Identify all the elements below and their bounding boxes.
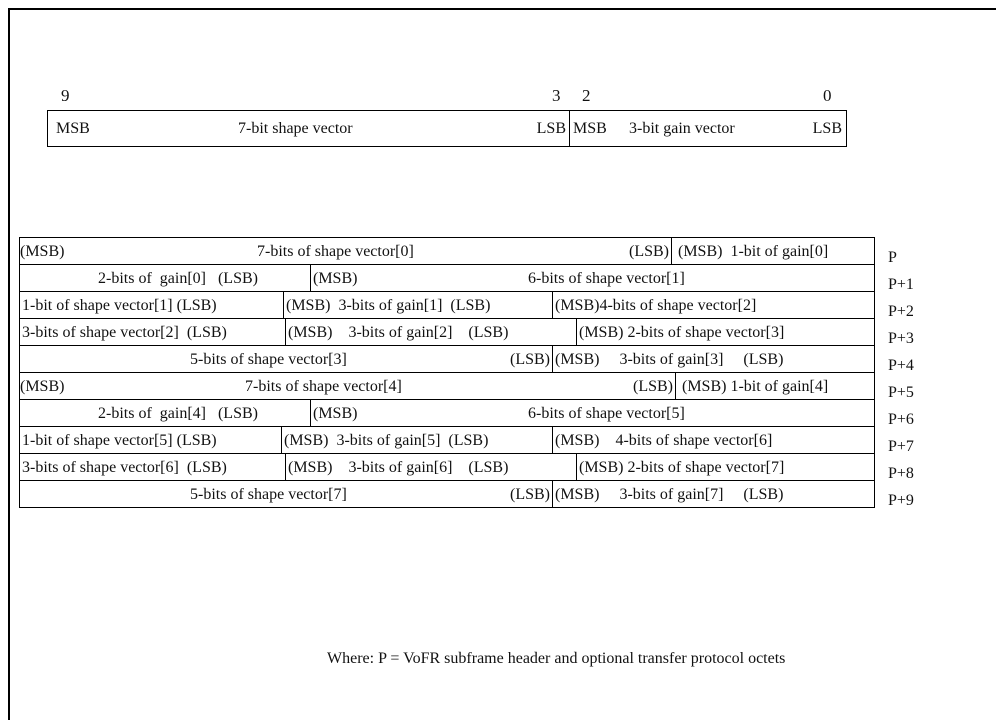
octet-p3-shape-a: 3-bits of shape vector[2] (LSB): [19, 318, 286, 346]
bit-number-9: 9: [61, 86, 70, 105]
footnote: Where: P = VoFR subframe header and opti…: [327, 650, 786, 667]
octet-p7-gain: (MSB) 3-bits of gain[5] (LSB): [281, 426, 553, 454]
octet-p1-shape: (MSB) 6-bits of shape vector[1]: [310, 264, 875, 292]
octet-p6-gain: 2-bits of gain[4] (LSB): [19, 399, 311, 427]
octet-p1-gain-label: 2-bits of gain[0] (LSB): [98, 270, 258, 287]
shape-msb-label: MSB: [56, 120, 90, 137]
octet-p8-gain: (MSB) 3-bits of gain[6] (LSB): [285, 453, 577, 481]
octet-p1-gain: 2-bits of gain[0] (LSB): [19, 264, 311, 292]
octet-p3-gain: (MSB) 3-bits of gain[2] (LSB): [285, 318, 577, 346]
octet-layout: (MSB) 7-bits of shape vector[0] (LSB) (M…: [19, 237, 875, 508]
octet-p9-lsb: (LSB): [510, 486, 550, 503]
octet-p3-gain-label: (MSB) 3-bits of gain[2] (LSB): [288, 324, 509, 341]
octet-label-p2: P+2: [888, 303, 914, 320]
octet-p2-shape-b-label: (MSB)4-bits of shape vector[2]: [555, 297, 757, 314]
octet-p-msb: (MSB): [20, 243, 65, 260]
octet-p5-msb: (MSB): [20, 378, 65, 395]
octet-p6-shape: (MSB) 6-bits of shape vector[5]: [310, 399, 875, 427]
octet-p4-lsb: (LSB): [510, 351, 550, 368]
octet-p9-shape: 5-bits of shape vector[7] (LSB): [19, 480, 553, 508]
octet-p1-shape-label: 6-bits of shape vector[1]: [528, 270, 685, 287]
octet-p2-shape-a-label: 1-bit of shape vector[1] (LSB): [22, 297, 217, 314]
octet-label-p6: P+6: [888, 411, 914, 428]
octet-p3-shape-a-label: 3-bits of shape vector[2] (LSB): [22, 324, 227, 341]
octet-p3-shape-b-label: (MSB) 2-bits of shape vector[3]: [579, 324, 785, 341]
octet-p-shape: (MSB) 7-bits of shape vector[0] (LSB): [19, 237, 672, 265]
octet-p5-gain: (MSB) 1-bit of gain[4]: [675, 372, 875, 400]
octet-p-gain: (MSB) 1-bit of gain[0]: [671, 237, 875, 265]
octet-p5-shape-label: 7-bits of shape vector[4]: [245, 378, 402, 395]
octet-p-lsb: (LSB): [629, 243, 669, 260]
octet-p5-shape: (MSB) 7-bits of shape vector[4] (LSB): [19, 372, 676, 400]
octet-p8-shape-a-label: 3-bits of shape vector[6] (LSB): [22, 459, 227, 476]
diagram-frame: [8, 8, 996, 720]
octet-p5-gain-label: (MSB) 1-bit of gain[4]: [682, 378, 829, 395]
gain-lsb-label: LSB: [812, 120, 842, 137]
octet-p9-shape-label: 5-bits of shape vector[7]: [190, 486, 347, 503]
octet-label-p5: P+5: [888, 384, 914, 401]
octet-p1-msb: (MSB): [313, 270, 358, 287]
octet-label-p8: P+8: [888, 465, 914, 482]
octet-label-p1: P+1: [888, 276, 914, 293]
octet-p9-gain-label: (MSB) 3-bits of gain[7] (LSB): [555, 486, 784, 503]
octet-p7-shape-b: (MSB) 4-bits of shape vector[6]: [552, 426, 875, 454]
octet-p2-gain: (MSB) 3-bits of gain[1] (LSB): [283, 291, 553, 319]
shape-vector-field: MSB 7-bit shape vector LSB: [47, 110, 570, 147]
gain-vector-field: MSB 3-bit gain vector LSB: [569, 110, 847, 147]
bit-number-2: 2: [582, 86, 591, 105]
octet-p6-msb: (MSB): [313, 405, 358, 422]
octet-p6-shape-label: 6-bits of shape vector[5]: [528, 405, 685, 422]
gain-msb-label: MSB: [573, 120, 607, 137]
octet-p3-shape-b: (MSB) 2-bits of shape vector[3]: [576, 318, 875, 346]
octet-p8-shape-b: (MSB) 2-bits of shape vector[7]: [576, 453, 875, 481]
bit-number-0: 0: [823, 86, 832, 105]
octet-p2-shape-a: 1-bit of shape vector[1] (LSB): [19, 291, 284, 319]
shape-lsb-label: LSB: [536, 120, 566, 137]
octet-p4-shape: 5-bits of shape vector[3] (LSB): [19, 345, 553, 373]
bit-number-3: 3: [552, 86, 561, 105]
octet-label-p9: P+9: [888, 492, 914, 509]
octet-p8-gain-label: (MSB) 3-bits of gain[6] (LSB): [288, 459, 509, 476]
octet-label-p4: P+4: [888, 357, 914, 374]
octet-label-p3: P+3: [888, 330, 914, 347]
octet-p-gain-label: (MSB) 1-bit of gain[0]: [678, 243, 829, 260]
octet-p2-shape-b: (MSB)4-bits of shape vector[2]: [552, 291, 875, 319]
octet-p4-gain: (MSB) 3-bits of gain[3] (LSB): [552, 345, 875, 373]
octet-p7-shape-b-label: (MSB) 4-bits of shape vector[6]: [555, 432, 773, 449]
octet-p-shape-label: 7-bits of shape vector[0]: [257, 243, 414, 260]
octet-p4-gain-label: (MSB) 3-bits of gain[3] (LSB): [555, 351, 784, 368]
octet-p7-shape-a-label: 1-bit of shape vector[5] (LSB): [22, 432, 217, 449]
gain-field-label: 3-bit gain vector: [629, 120, 735, 137]
octet-p8-shape-a: 3-bits of shape vector[6] (LSB): [19, 453, 286, 481]
octet-label-p7: P+7: [888, 438, 914, 455]
octet-p6-gain-label: 2-bits of gain[4] (LSB): [98, 405, 258, 422]
octet-p5-lsb: (LSB): [633, 378, 673, 395]
octet-p4-shape-label: 5-bits of shape vector[3]: [190, 351, 347, 368]
octet-p7-shape-a: 1-bit of shape vector[5] (LSB): [19, 426, 282, 454]
octet-p9-gain: (MSB) 3-bits of gain[7] (LSB): [552, 480, 875, 508]
octet-p2-gain-label: (MSB) 3-bits of gain[1] (LSB): [286, 297, 491, 314]
octet-p8-shape-b-label: (MSB) 2-bits of shape vector[7]: [579, 459, 785, 476]
octet-label-p: P: [888, 249, 897, 266]
shape-field-label: 7-bit shape vector: [238, 120, 353, 137]
octet-p7-gain-label: (MSB) 3-bits of gain[5] (LSB): [284, 432, 489, 449]
